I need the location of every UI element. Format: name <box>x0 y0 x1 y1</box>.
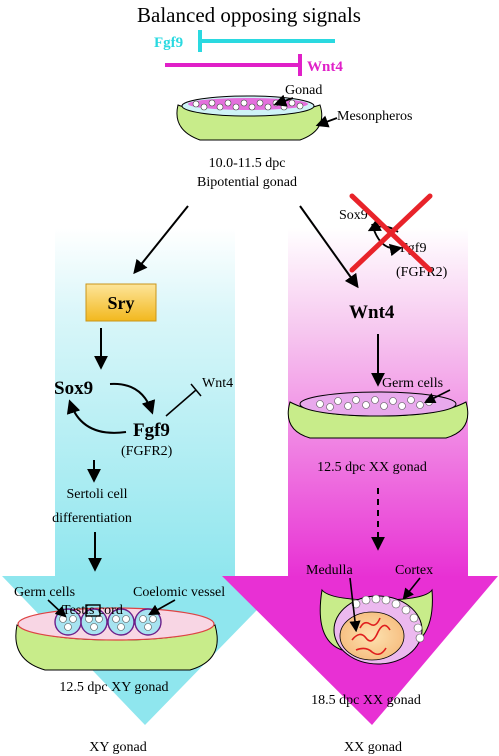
bipotential-stage-label: 10.0-11.5 dpc <box>209 156 286 171</box>
testis-cords <box>54 608 162 636</box>
xy-gonad-stage: 12.5 dpc XY gonad <box>59 680 168 695</box>
xx-18-5-stage: 18.5 dpc XX gonad <box>311 693 421 708</box>
female-fgfr2-label: (FGFR2) <box>396 265 448 280</box>
xx-12-5-stage: 12.5 dpc XX gonad <box>317 460 427 475</box>
xx-outcome: XX gonad <box>344 740 402 755</box>
arrow-to-sry <box>133 205 189 275</box>
female-sox9-label: Sox9 <box>339 208 368 223</box>
xy-germ-cells-pointer <box>47 599 67 618</box>
male-fgf9-label: Fgf9 <box>133 420 170 441</box>
xx-germ-cells-label: Germ cells <box>382 376 443 391</box>
gonad-label: Gonad <box>285 83 322 98</box>
title: Balanced opposing signals <box>137 3 361 27</box>
bipotential-gonad-illustration <box>176 95 323 141</box>
testis-cord-label: Testis cord <box>62 603 123 618</box>
fgf9-signal-label: Fgf9 <box>154 35 183 51</box>
xx-12-5-gonad-illustration <box>287 391 469 439</box>
xx-germ-cells-pointer <box>423 389 451 404</box>
fgf9-inhibition-bar <box>198 30 335 52</box>
arrow-to-wnt4 <box>299 205 359 289</box>
sertoli-line2: differentiation <box>52 511 132 526</box>
cortex-pointer <box>402 577 421 600</box>
medulla-label: Medulla <box>306 563 353 578</box>
mesonephros-pointer <box>315 115 338 128</box>
xx-18-5-gonad-illustration <box>319 588 433 665</box>
coelomic-vessel-pointer <box>148 599 176 616</box>
xy-outcome: XY gonad <box>89 740 146 755</box>
sertoli-line1: Sertoli cell <box>66 487 127 502</box>
mesonephros-label: Mesonpheros <box>337 109 412 124</box>
sry-label: Sry <box>108 293 135 313</box>
xy-gonad-illustration <box>15 604 218 671</box>
cortex-label: Cortex <box>395 563 433 578</box>
female-wnt4-label: Wnt4 <box>349 302 395 323</box>
wnt4-inhibition-bar <box>165 54 302 76</box>
bipotential-state-label: Bipotential gonad <box>197 175 297 190</box>
fgf9-inhibits-wnt4 <box>165 383 202 417</box>
male-sox9-label: Sox9 <box>54 378 93 399</box>
sox9-to-fgf9-arrow <box>109 382 156 415</box>
medulla-pointer <box>349 577 361 633</box>
male-fgfr2-label: (FGFR2) <box>121 444 173 459</box>
coelomic-vessel-label: Coelomic vessel <box>133 585 225 600</box>
sry-box <box>85 283 157 322</box>
xy-germ-cells-label: Germ cells <box>14 585 75 600</box>
gonad-pointer <box>273 94 294 107</box>
repression-cross <box>349 193 433 273</box>
fgf9-to-sox9-arrow <box>66 399 127 434</box>
wnt4-signal-label: Wnt4 <box>307 59 343 75</box>
male-wnt4-label: Wnt4 <box>202 376 233 391</box>
